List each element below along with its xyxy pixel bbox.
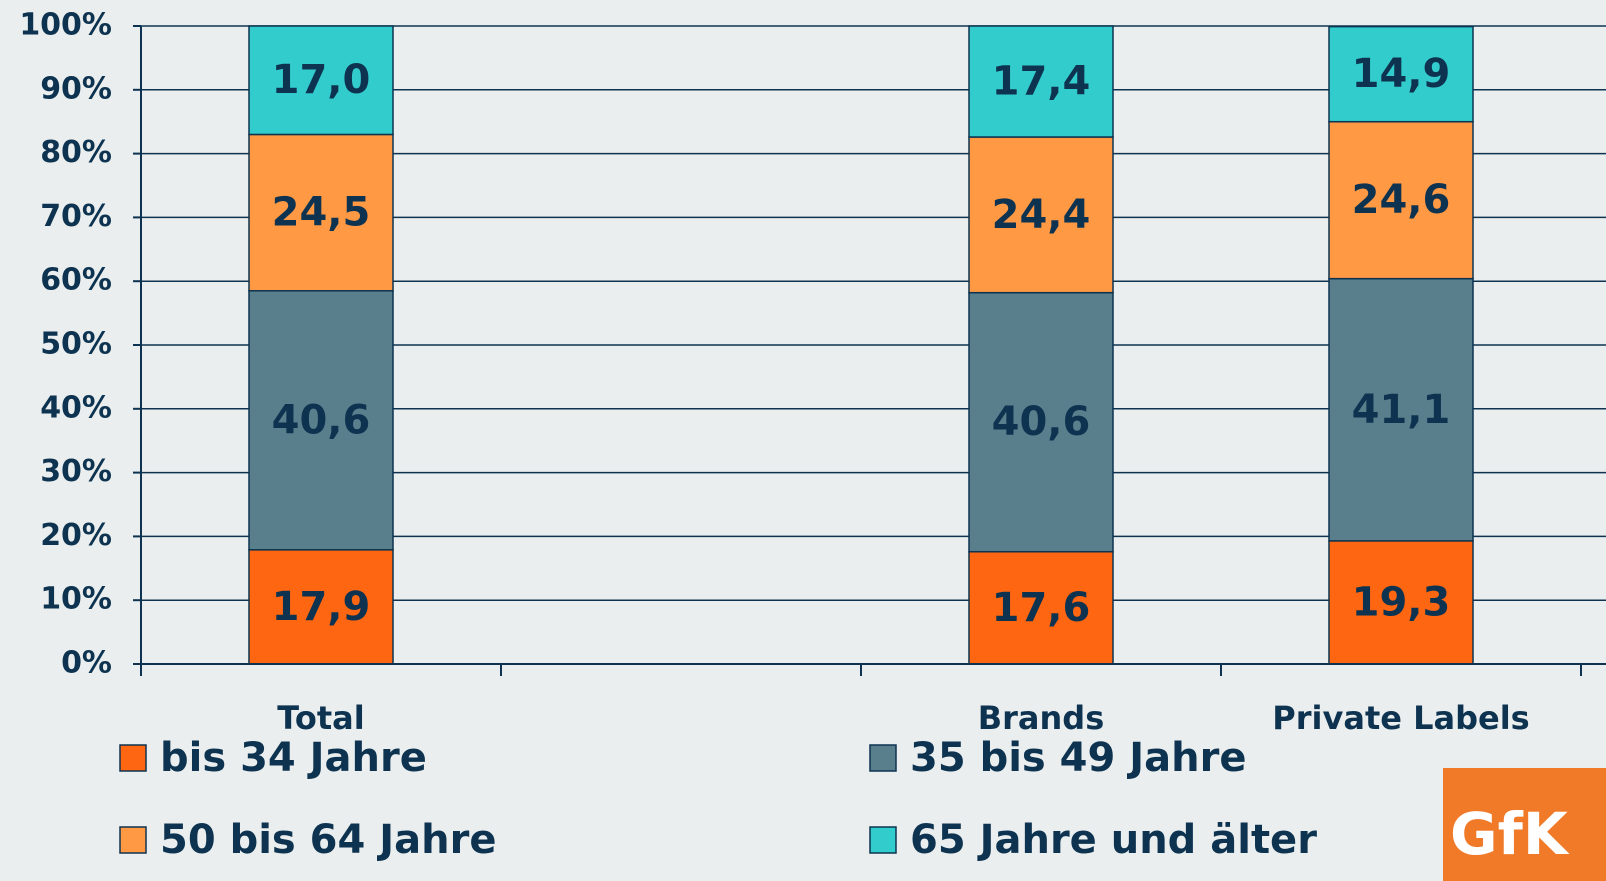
data-label: 17,4 — [992, 59, 1091, 105]
bar-segment — [968, 25, 1114, 138]
y-tick-label: 0% — [61, 646, 112, 681]
legend-label: 50 bis 64 Jahre — [160, 817, 496, 863]
bar-segment — [248, 25, 394, 136]
data-label: 40,6 — [992, 399, 1091, 445]
y-tick-label: 20% — [40, 518, 112, 553]
x-tick-label: Total — [277, 699, 364, 737]
y-tick-label: 90% — [40, 71, 112, 106]
x-tick-label: Brands — [978, 699, 1105, 737]
legend-label: 35 bis 49 Jahre — [910, 735, 1246, 781]
bar-segment — [968, 550, 1114, 665]
y-tick-label: 30% — [40, 454, 112, 489]
legend-label: 65 Jahre und älter — [910, 817, 1317, 863]
y-tick-label: 50% — [40, 327, 112, 362]
data-label: 17,9 — [272, 584, 371, 630]
bar-segment — [248, 549, 394, 665]
bar-segment — [968, 291, 1114, 553]
data-label: 17,0 — [272, 57, 371, 103]
bar-segment — [1328, 277, 1474, 542]
data-label: 24,4 — [992, 192, 1091, 238]
y-tick-label: 60% — [40, 263, 112, 298]
legend-label: bis 34 Jahre — [160, 735, 427, 781]
bar-segment — [1328, 540, 1474, 665]
legend-swatch — [119, 744, 147, 772]
legend-swatch — [869, 744, 897, 772]
data-label: 24,6 — [1352, 177, 1451, 223]
data-label: 17,6 — [992, 585, 1091, 631]
data-label: 19,3 — [1352, 579, 1451, 625]
y-tick-label: 70% — [40, 199, 112, 234]
data-label: 24,5 — [272, 190, 371, 236]
logo-box — [1443, 768, 1606, 881]
bar-segment — [968, 136, 1114, 294]
y-tick-label: 80% — [40, 135, 112, 170]
x-tick-label: Private Labels — [1272, 699, 1529, 737]
logo: GfK — [1450, 800, 1570, 868]
bar-segment — [1328, 25, 1474, 123]
y-tick-label: 40% — [40, 390, 112, 425]
data-label: 41,1 — [1352, 387, 1451, 433]
bar-segment — [248, 290, 394, 551]
y-tick-label: 10% — [40, 582, 112, 617]
y-tick-label: 100% — [19, 8, 112, 43]
data-label: 40,6 — [272, 397, 371, 443]
legend-swatch — [869, 826, 897, 854]
bar-segment — [248, 133, 394, 292]
data-label: 14,9 — [1352, 51, 1451, 97]
legend-swatch — [119, 826, 147, 854]
bar-segment — [1328, 120, 1474, 280]
